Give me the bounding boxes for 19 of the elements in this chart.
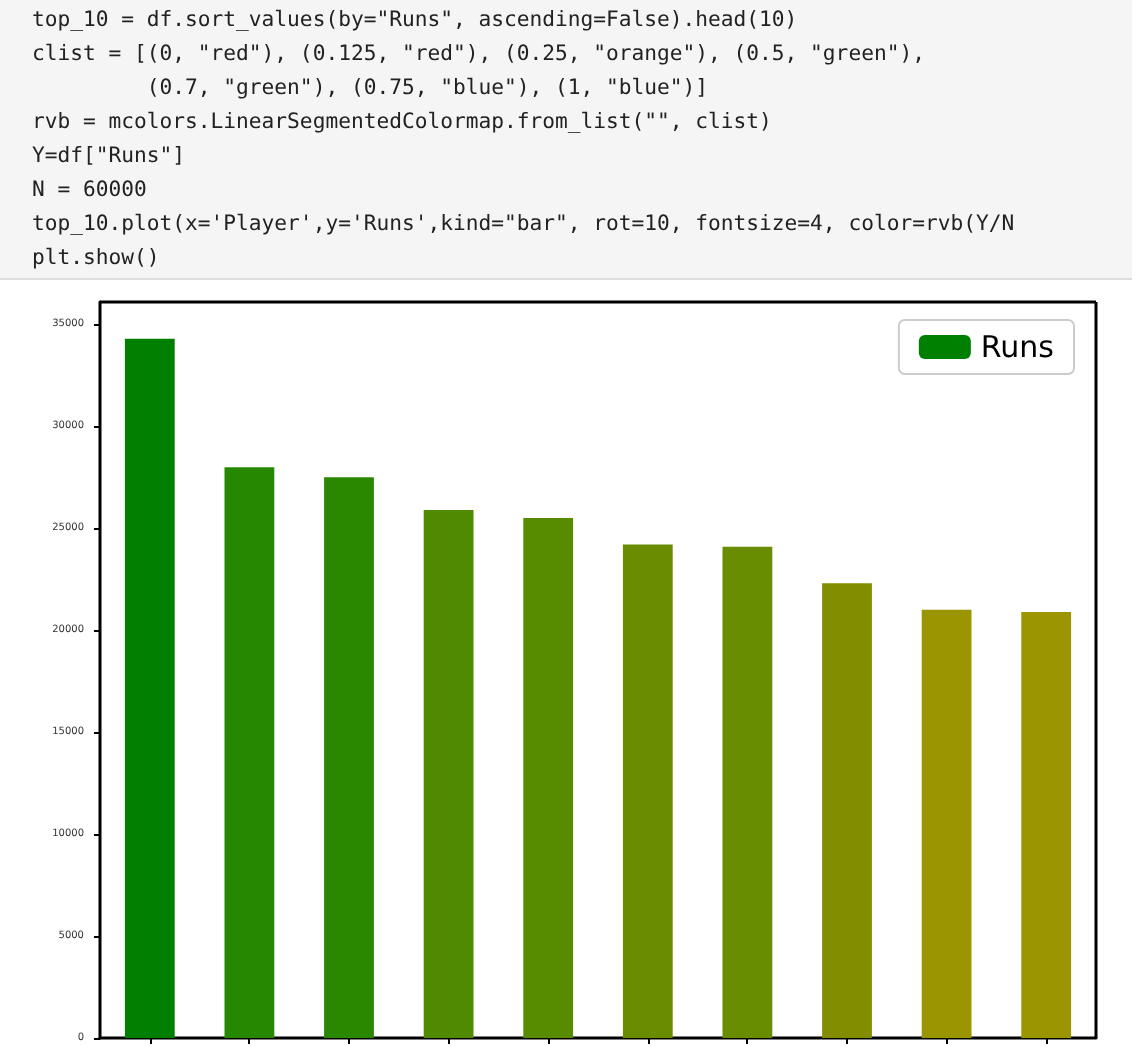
bar	[523, 518, 574, 1038]
text: (0.7, "green"), (0.75, "blue"), (1, "blue")]	[144, 74, 711, 104]
bar	[324, 477, 374, 1038]
text: plt.show()	[32, 244, 162, 274]
text: top_10 = df.sort_values(by="Runs", ascending=False).head(10)	[32, 6, 800, 36]
bar	[423, 509, 474, 1038]
bar	[622, 544, 673, 1038]
bar	[921, 609, 972, 1038]
bar	[1021, 611, 1072, 1038]
bar	[224, 467, 275, 1038]
text: rvb = mcolors.LinearSegmentedColormap.from_list("", clist)	[32, 108, 774, 138]
bar	[124, 338, 175, 1038]
bar	[822, 583, 872, 1038]
text: top_10.plot(x='Player',y='Runs',kind="bar", rot=10, fontsize=4, color=rvb(Y/N	[32, 210, 1017, 240]
bar	[722, 546, 773, 1038]
text: N = 60000	[32, 176, 149, 206]
text: Y=df["Runs"]	[32, 142, 188, 172]
legend-label: Runs	[980, 329, 1055, 365]
text: clist = [(0, "red"), (0.125, "red"), (0.25, "orange"), (0.5, "green"),	[32, 40, 927, 70]
